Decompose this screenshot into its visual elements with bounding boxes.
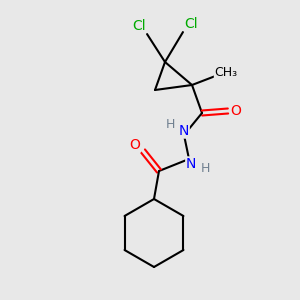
Text: Cl: Cl xyxy=(132,19,146,33)
Text: O: O xyxy=(231,104,242,118)
Text: Cl: Cl xyxy=(184,17,198,31)
Text: H: H xyxy=(165,118,175,131)
Text: N: N xyxy=(186,157,196,171)
Text: N: N xyxy=(179,124,189,138)
Text: CH₃: CH₃ xyxy=(214,67,238,80)
Text: O: O xyxy=(130,138,140,152)
Text: H: H xyxy=(200,163,210,176)
